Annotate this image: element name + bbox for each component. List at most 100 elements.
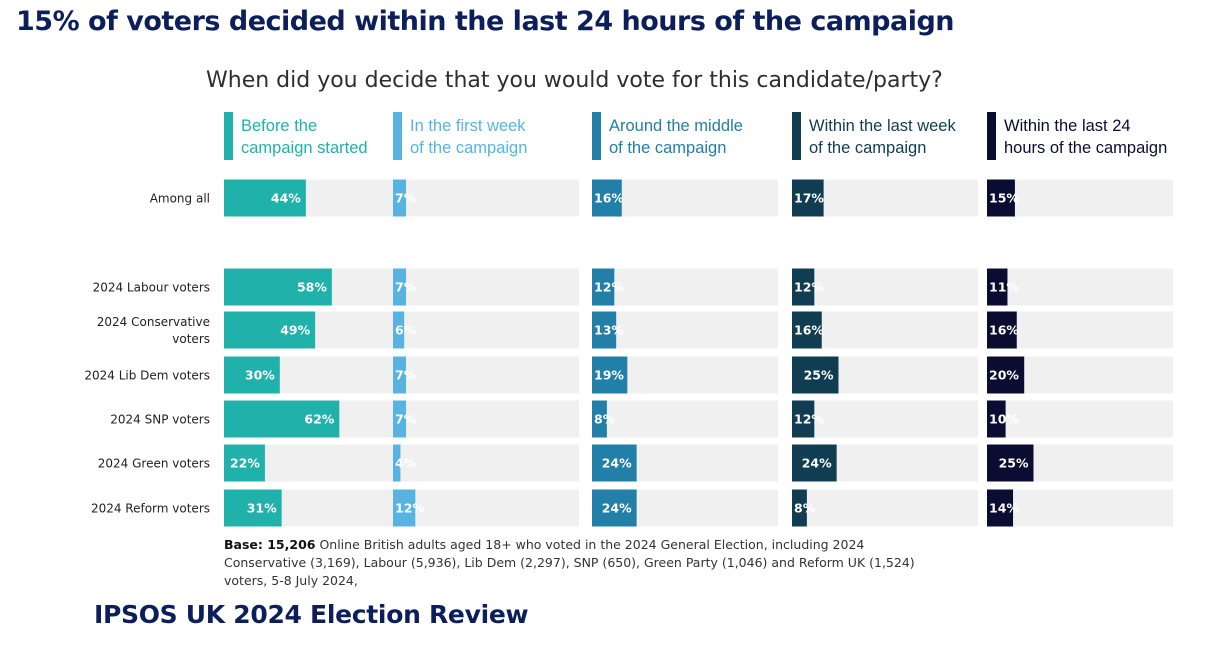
bar-1-1 — [393, 268, 407, 306]
category-label-4-0: 2024 SNP voters — [110, 413, 210, 427]
data-label-0-0: 44% — [271, 191, 301, 206]
bar-0-2 — [224, 311, 316, 349]
data-label-0-1: 58% — [297, 280, 327, 295]
data-label-2-4: 8% — [594, 412, 616, 427]
data-label-3-6: 8% — [794, 501, 816, 516]
data-label-4-3: 20% — [989, 368, 1019, 383]
chart-question: When did you decide that you would vote … — [206, 68, 943, 93]
category-label-6-0: 2024 Reform voters — [91, 502, 210, 516]
bar-track-4-1 — [987, 268, 1173, 306]
bar-track-1-5 — [393, 444, 579, 482]
bar-0-1 — [224, 268, 332, 306]
legend-swatch-4 — [987, 112, 996, 160]
bar-2-1 — [592, 268, 615, 306]
data-label-0-2: 49% — [280, 323, 310, 338]
legend-label-2-1: of the campaign — [609, 139, 726, 157]
bar-3-4 — [792, 400, 815, 438]
bar-track-2-0 — [592, 179, 778, 217]
bar-2-6 — [592, 489, 637, 527]
bar-track-2-4 — [592, 400, 778, 438]
bar-1-4 — [393, 400, 407, 438]
bar-2-5 — [592, 444, 637, 482]
bar-3-2 — [792, 311, 822, 349]
bar-1-5 — [393, 444, 401, 482]
data-label-0-4: 62% — [304, 412, 334, 427]
bar-2-2 — [592, 311, 617, 349]
bar-1-0 — [393, 179, 407, 217]
bar-0-4 — [224, 400, 340, 438]
bar-3-5 — [792, 444, 837, 482]
legend-swatch-1 — [393, 112, 402, 160]
data-label-1-4: 7% — [395, 412, 417, 427]
category-label-1-0: 2024 Labour voters — [93, 281, 210, 295]
bar-4-3 — [987, 356, 1025, 394]
data-label-2-3: 19% — [594, 368, 624, 383]
bar-1-3 — [393, 356, 407, 394]
bar-3-3 — [792, 356, 839, 394]
data-label-2-1: 12% — [594, 280, 624, 295]
category-label-3-0: 2024 Lib Dem voters — [84, 369, 210, 383]
bar-0-0 — [224, 179, 306, 217]
legend-label-0-0: Before the — [241, 117, 317, 135]
bar-track-2-1 — [592, 268, 778, 306]
data-label-2-2: 13% — [594, 323, 624, 338]
data-label-1-6: 12% — [395, 501, 425, 516]
data-label-3-2: 16% — [794, 323, 824, 338]
data-label-1-1: 7% — [395, 280, 417, 295]
legend-label-3-1: of the campaign — [809, 139, 926, 157]
bar-track-2-2 — [592, 311, 778, 349]
legend-label-4-0: Within the last 24 — [1004, 117, 1131, 135]
data-label-0-5: 22% — [230, 456, 260, 471]
data-label-4-4: 10% — [989, 412, 1019, 427]
bar-track-4-6 — [987, 489, 1173, 527]
bar-2-0 — [592, 179, 622, 217]
legend-label-4-1: hours of the campaign — [1004, 139, 1167, 157]
bar-track-4-0 — [987, 179, 1173, 217]
footer-title: IPSOS UK 2024 Election Review — [94, 600, 529, 629]
data-label-3-1: 12% — [794, 280, 824, 295]
data-label-3-4: 12% — [794, 412, 824, 427]
bar-4-2 — [987, 311, 1017, 349]
base-note-text: Online British adults aged 18+ who voted… — [224, 537, 915, 588]
data-label-3-0: 17% — [794, 191, 824, 206]
data-label-2-5: 24% — [602, 456, 632, 471]
data-label-4-0: 15% — [989, 191, 1019, 206]
category-label-2-1: voters — [172, 332, 210, 346]
legend-swatch-3 — [792, 112, 801, 160]
bar-track-1-2 — [393, 311, 579, 349]
bar-track-1-1 — [393, 268, 579, 306]
bar-0-3 — [224, 356, 280, 394]
bar-1-6 — [393, 489, 416, 527]
bar-4-0 — [987, 179, 1015, 217]
legend-label-2-0: Around the middle — [609, 117, 743, 135]
bar-4-1 — [987, 268, 1008, 306]
legend-label-1-1: of the campaign — [410, 139, 527, 157]
category-label-2-0: 2024 Conservative — [97, 315, 210, 329]
headline: 15% of voters decided within the last 24… — [16, 6, 955, 37]
bar-track-1-0 — [393, 179, 579, 217]
data-label-4-2: 16% — [989, 323, 1019, 338]
bar-track-3-2 — [792, 311, 978, 349]
legend-label-3-0: Within the last week — [809, 117, 956, 135]
bar-4-6 — [987, 489, 1014, 527]
base-note-label: Base: 15,206 — [224, 537, 316, 552]
data-label-0-3: 30% — [245, 368, 275, 383]
legend-swatch-2 — [592, 112, 601, 160]
bar-2-4 — [592, 400, 607, 438]
bar-3-0 — [792, 179, 824, 217]
bar-track-3-1 — [792, 268, 978, 306]
data-label-0-6: 31% — [247, 501, 277, 516]
bar-track-1-4 — [393, 400, 579, 438]
bar-3-6 — [792, 489, 807, 527]
bar-track-1-6 — [393, 489, 579, 527]
legend-swatch-0 — [224, 112, 233, 160]
data-label-2-0: 16% — [594, 191, 624, 206]
data-label-3-3: 25% — [804, 368, 834, 383]
bar-track-3-6 — [792, 489, 978, 527]
category-label-0-0: Among all — [150, 192, 210, 206]
bar-0-5 — [224, 444, 265, 482]
base-note: Base: 15,206 Online British adults aged … — [224, 536, 944, 590]
data-label-2-6: 24% — [602, 501, 632, 516]
bar-track-4-2 — [987, 311, 1173, 349]
bar-4-4 — [987, 400, 1006, 438]
